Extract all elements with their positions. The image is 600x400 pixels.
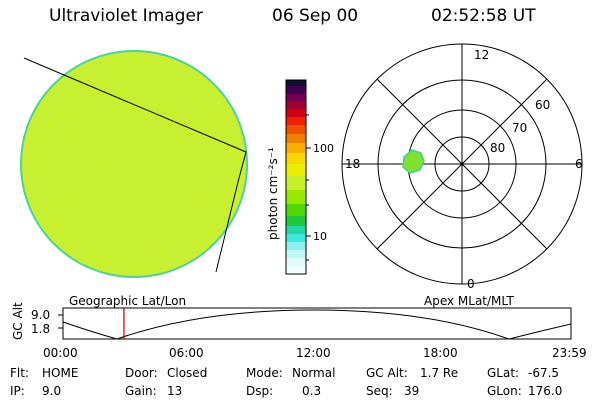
status-dsp-value: 0.3 (302, 384, 321, 398)
time-tick-0000: 00:00 (43, 346, 78, 360)
gc-alt-axis-title: GC Alt (11, 302, 25, 340)
status-flt-value: HOME (42, 366, 78, 380)
date-label: 06 Sep 00 (272, 6, 359, 26)
status-panel: Flt: HOME Door: Closed Mode: Normal GC A… (10, 366, 562, 398)
altitude-strip: Geographic Lat/Lon Apex MLat/MLT GC Alt … (11, 294, 587, 360)
colorbar-frame (285, 79, 307, 275)
status-glat-value: -67.5 (528, 366, 559, 380)
altitude-frame (62, 307, 572, 340)
instrument-title: Ultraviolet Imager (49, 6, 203, 26)
status-door-value: Closed (167, 366, 207, 380)
geographic-latlon-label: Geographic Lat/Lon (69, 294, 186, 308)
status-ip-value: 9.0 (42, 384, 61, 398)
status-glon-key: GLon: (487, 384, 522, 398)
lat-label-60: 60 (535, 98, 550, 112)
mlt-label-12: 12 (474, 48, 489, 62)
terminator-line (23, 57, 247, 153)
lat-label-70: 70 (512, 121, 527, 135)
limb-line-1 (237, 151, 247, 183)
status-ip-key: IP: (10, 384, 25, 398)
status-dsp-key: Dsp: (246, 384, 273, 398)
colorbar-tick-10: 10 (313, 230, 327, 243)
colorbar: 100 10 photon cm⁻²s⁻¹ (266, 79, 334, 275)
status-gain-key: Gain: (125, 384, 157, 398)
alt-tick-1-8: 1.8 (31, 322, 50, 336)
alt-tick-9: 9.0 (31, 308, 50, 322)
status-mode-value: Normal (292, 366, 335, 380)
lat-label-80: 80 (490, 141, 505, 155)
auroral-patch (402, 149, 425, 174)
status-gcalt-value: 1.7 Re (420, 366, 458, 380)
uv-disk-texture (21, 51, 247, 277)
status-seq-key: Seq: (366, 384, 393, 398)
altitude-curve (62, 309, 572, 340)
status-seq-value: 39 (404, 384, 419, 398)
status-glat-key: GLat: (487, 366, 519, 380)
status-glon-value: 176.0 (528, 384, 562, 398)
apex-mlat-mlt-label: Apex MLat/MLT (424, 294, 514, 308)
time-label: 02:52:58 UT (431, 6, 536, 26)
polar-diagonal-2 (376, 78, 548, 250)
status-mode-key: Mode: (246, 366, 283, 380)
polar-plot (341, 43, 583, 285)
mlt-label-18: 18 (345, 157, 360, 171)
colorbar-unit-label: photon cm⁻²s⁻¹ (266, 147, 280, 240)
limb-line-2 (215, 181, 239, 273)
mlt-label-0: 0 (467, 277, 475, 291)
time-tick-1200: 12:00 (296, 346, 331, 360)
status-flt-key: Flt: (10, 366, 29, 380)
time-tick-2359: 23:59 (552, 346, 587, 360)
status-gain-value: 13 (167, 384, 182, 398)
status-door-key: Door: (125, 366, 158, 380)
uv-disk-image (20, 50, 248, 278)
mlt-label-6: 6 (575, 157, 583, 171)
time-tick-0600: 06:00 (169, 346, 204, 360)
colorbar-tick-100: 100 (313, 142, 334, 155)
time-tick-1800: 18:00 (423, 346, 458, 360)
status-gcalt-key: GC Alt: (366, 366, 408, 380)
